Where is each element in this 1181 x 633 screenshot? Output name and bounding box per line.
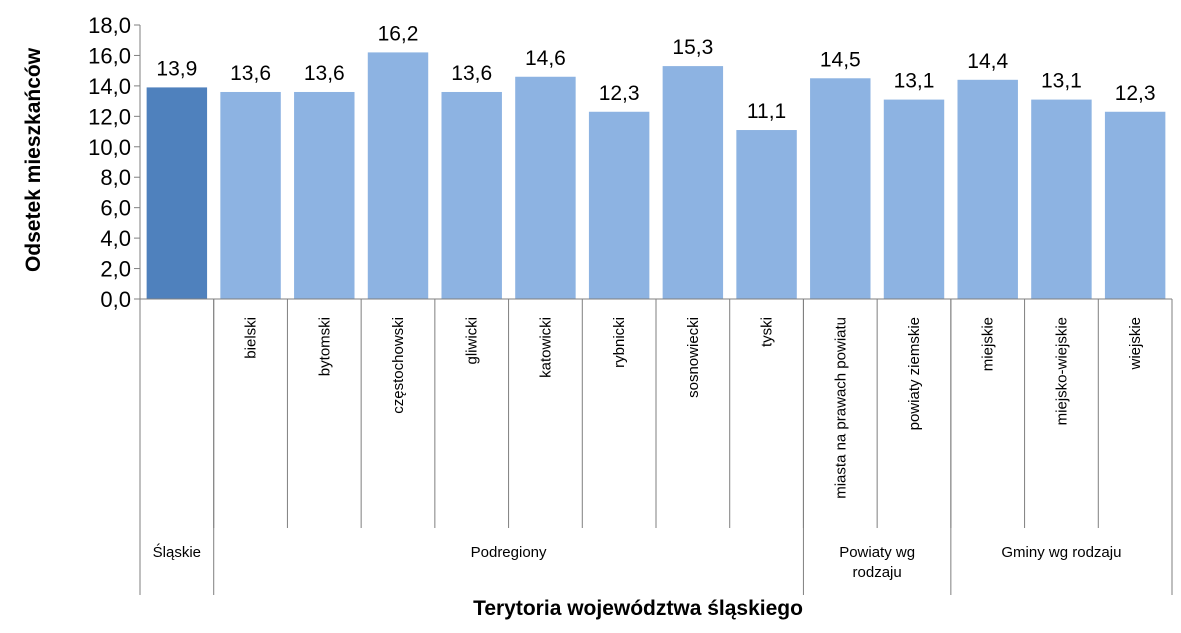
data-label: 12,3 — [599, 82, 640, 105]
y-tick-label: 12,0 — [88, 104, 131, 129]
bar — [883, 99, 945, 299]
bar — [1031, 99, 1092, 299]
bar — [441, 91, 502, 299]
value-labels-layer: 13,9 13,6 13,6 16,2 13,6 14,6 12,3 15,3 11,1 14,5… — [156, 22, 1155, 123]
group-label: Powiaty wg rodzaju — [839, 544, 915, 581]
data-label: 13,1 — [1041, 70, 1082, 93]
y-tick-label: 6,0 — [100, 196, 131, 221]
data-label: 13,6 — [451, 62, 492, 85]
bar — [736, 130, 797, 299]
x-tick-label: bytomski — [316, 317, 333, 376]
data-label: 13,9 — [156, 57, 197, 80]
y-tick-label: 10,0 — [88, 135, 131, 160]
x-tick-label: sosnowiecki — [685, 317, 702, 398]
x-tick-label: gliwicki — [464, 317, 481, 365]
y-tick-label: 14,0 — [88, 74, 131, 99]
bar — [588, 111, 650, 300]
x-tick-label: miejsko-wiejskie — [1053, 317, 1070, 425]
x-axis-title: Terytoria województwa śląskiego — [473, 597, 803, 620]
data-label: 14,4 — [967, 50, 1008, 73]
x-tick-label: częstochowski — [390, 317, 407, 414]
bar — [146, 87, 208, 300]
data-label: 16,2 — [378, 22, 419, 45]
x-tick-label: katowicki — [537, 317, 554, 378]
group-label: Podregiony — [471, 544, 547, 561]
y-axis-title: Odsetek mieszkańców — [22, 47, 45, 272]
x-tick-label: tyski — [759, 317, 776, 347]
x-tick-label: wiejskie — [1127, 317, 1144, 371]
axis-layer: 0,0 2,0 4,0 6,0 8,0 10,0 12,0 14,0 16,0 18,0 biels… — [88, 13, 1173, 595]
y-tick-label: 0,0 — [100, 287, 131, 312]
bar — [810, 78, 871, 300]
y-tick-label: 16,0 — [88, 43, 131, 68]
bar — [662, 66, 724, 299]
group-label: Gminy wg rodzaju — [1001, 544, 1121, 561]
bar — [220, 91, 281, 299]
group-label: Śląskie — [153, 543, 201, 561]
data-label: 14,5 — [820, 48, 861, 71]
data-label: 13,1 — [894, 70, 935, 93]
y-tick-label: 18,0 — [88, 13, 131, 38]
x-tick-label: powiaty ziemskie — [906, 317, 923, 430]
bar — [957, 79, 1018, 299]
data-label: 13,6 — [230, 62, 271, 85]
data-label: 11,1 — [747, 100, 786, 123]
data-label: 14,6 — [525, 47, 566, 70]
bars-layer — [146, 52, 1166, 300]
data-label: 12,3 — [1115, 82, 1156, 105]
bar — [294, 91, 355, 299]
y-tick-label: 8,0 — [100, 165, 131, 190]
bar — [515, 76, 576, 299]
x-tick-label: bielski — [243, 317, 260, 359]
x-tick-label: miejskie — [980, 317, 997, 371]
data-label: 13,6 — [304, 62, 345, 85]
bar — [367, 52, 429, 300]
y-tick-label: 2,0 — [100, 257, 131, 282]
data-label: 15,3 — [672, 36, 713, 59]
y-tick-label: 4,0 — [100, 226, 131, 251]
x-tick-label: rybnicki — [611, 317, 628, 368]
bar — [1104, 111, 1166, 300]
x-tick-label: miasta na prawach powiatu — [832, 317, 849, 499]
